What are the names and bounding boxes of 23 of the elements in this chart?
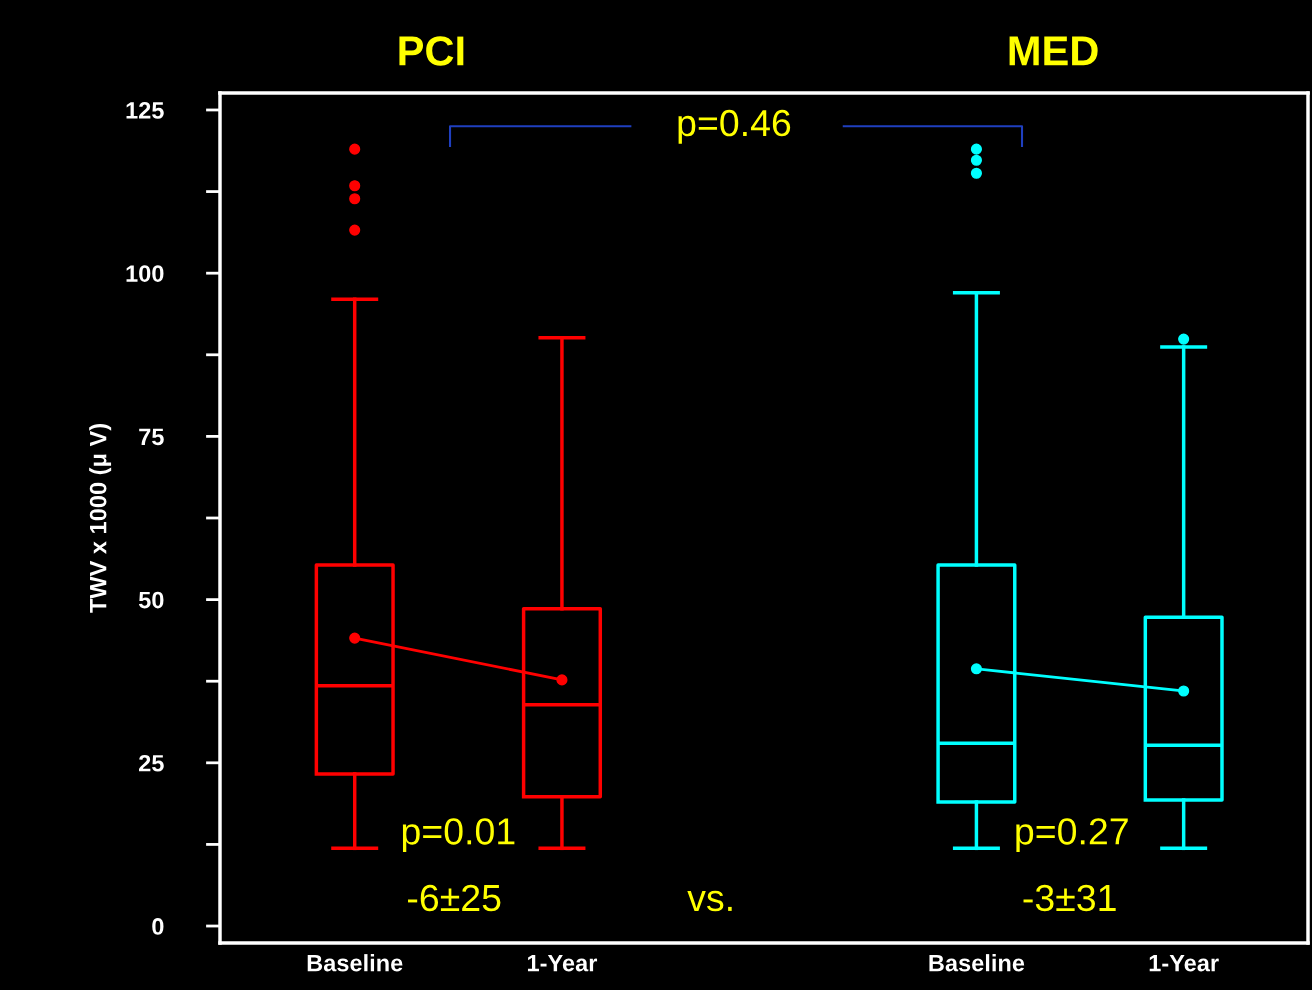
y-tick-label: 0 — [152, 918, 164, 935]
annotation: -3±31 — [1023, 884, 1116, 912]
y-tick-label: 125 — [126, 102, 164, 119]
point — [970, 663, 982, 675]
y-tick-label: 25 — [139, 754, 164, 772]
text: PCI — [399, 36, 464, 66]
x-tick-label: 1-Year — [527, 954, 598, 972]
x-tick-label: Baseline — [307, 954, 403, 972]
x-tick-label: 1-Year — [1149, 954, 1219, 972]
y-tick-label: 100 — [126, 265, 164, 282]
point — [556, 674, 568, 686]
annotation: vs. — [687, 890, 732, 912]
point — [349, 632, 361, 644]
annotation: p=0.46 — [678, 109, 791, 144]
text: MED — [1009, 36, 1098, 66]
annotation: p=0.01 — [402, 818, 515, 853]
annotation: p=0.27 — [1016, 818, 1128, 853]
y-tick-label: 75 — [139, 428, 164, 446]
y-tick-label: 50 — [138, 591, 164, 609]
point — [1178, 685, 1190, 697]
annotation: -6±25 — [408, 884, 501, 912]
y-axis-title: TWV x 1000 (μ V) — [89, 424, 112, 613]
x-tick-label: Baseline — [929, 954, 1025, 972]
